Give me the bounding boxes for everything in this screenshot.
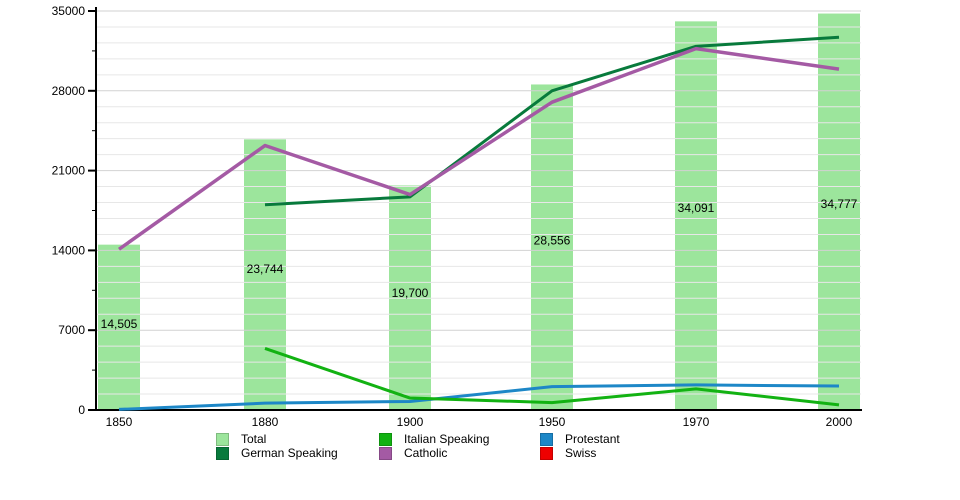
total-bar bbox=[818, 13, 860, 410]
x-axis-label: 1970 bbox=[683, 415, 710, 429]
legend-item-protestant: Protestant bbox=[540, 432, 710, 446]
x-axis-label: 1880 bbox=[252, 415, 279, 429]
legend-item-total: Total bbox=[216, 432, 379, 446]
y-axis-label: 14000 bbox=[52, 243, 86, 257]
legend-label-german-speaking: German Speaking bbox=[241, 446, 338, 460]
chart-legend: Total Italian Speaking Protestant German Sp… bbox=[216, 432, 710, 460]
legend-label-protestant: Protestant bbox=[565, 432, 620, 446]
legend-label-italian-speaking: Italian Speaking bbox=[404, 432, 490, 446]
x-axis-label: 1950 bbox=[539, 415, 566, 429]
legend-item-italian-speaking: Italian Speaking bbox=[379, 432, 540, 446]
bar-value-label: 19,700 bbox=[392, 286, 429, 300]
y-axis-label: 7000 bbox=[58, 323, 85, 337]
population-chart-canvas: 0 7000 14000 21000 28000 35000 1850 1880 1900 195… bbox=[52, 4, 862, 429]
y-axis-label: 0 bbox=[78, 403, 85, 417]
x-axis-label: 1850 bbox=[106, 415, 133, 429]
legend-swatch-swiss bbox=[540, 446, 553, 460]
bar-value-label: 28,556 bbox=[534, 234, 571, 248]
legend-swatch-catholic bbox=[379, 446, 392, 460]
legend-swatch-protestant bbox=[540, 432, 553, 446]
bar-value-label: 14,505 bbox=[101, 317, 138, 331]
total-bar bbox=[244, 139, 286, 410]
legend-swatch-total bbox=[216, 432, 229, 446]
line-catholic bbox=[117, 46, 840, 251]
bar-value-label: 34,091 bbox=[678, 201, 715, 215]
legend-swatch-italian-speaking bbox=[379, 432, 392, 446]
legend-item-german-speaking: German Speaking bbox=[216, 446, 379, 460]
legend-swatch-german-speaking bbox=[216, 446, 229, 460]
legend-label-swiss: Swiss bbox=[565, 446, 597, 460]
line-german-speaking bbox=[264, 35, 840, 207]
legend-label-total: Total bbox=[241, 432, 267, 446]
total-bar bbox=[675, 21, 717, 410]
y-axis-label: 35000 bbox=[52, 4, 86, 18]
y-axis-label: 28000 bbox=[52, 84, 86, 98]
total-bar bbox=[98, 244, 140, 410]
line-protestant bbox=[118, 383, 840, 411]
y-axis-label: 21000 bbox=[52, 164, 86, 178]
bar-value-label: 34,777 bbox=[821, 197, 858, 211]
legend-item-catholic: Catholic bbox=[379, 446, 540, 460]
legend-item-swiss: Swiss bbox=[540, 446, 710, 460]
line-italian-speaking bbox=[264, 347, 840, 407]
legend-label-catholic: Catholic bbox=[404, 446, 448, 460]
x-axis-label: 2000 bbox=[826, 415, 853, 429]
total-bar bbox=[389, 185, 431, 410]
x-axis-label: 1900 bbox=[397, 415, 424, 429]
bar-value-label: 23,744 bbox=[247, 262, 284, 276]
